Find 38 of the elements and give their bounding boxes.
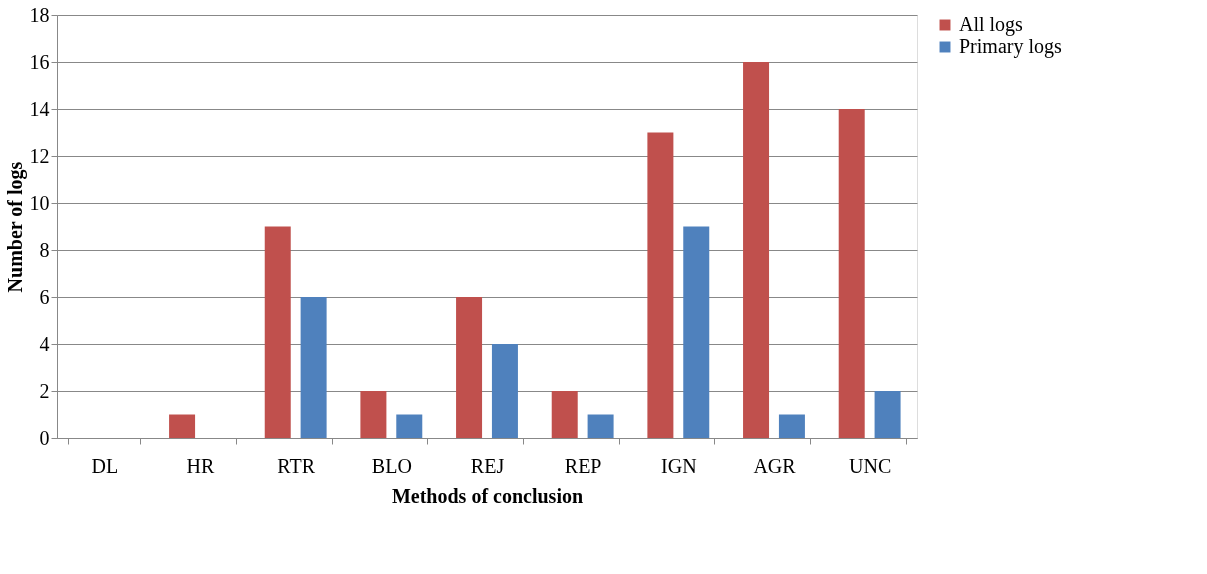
bar (491, 344, 518, 438)
y-tick-label: 18 (29, 3, 50, 26)
bar (551, 391, 578, 438)
bar (300, 297, 327, 438)
y-tick-label: 10 (29, 191, 50, 214)
bar (647, 132, 674, 438)
bar (743, 62, 770, 438)
y-tick-label: 4 (39, 332, 50, 355)
x-tick-label: REP (564, 454, 602, 477)
y-tick-label: 16 (29, 50, 50, 73)
bar (874, 391, 901, 438)
x-tick-label: UNC (849, 454, 892, 477)
bar (360, 391, 387, 438)
x-axis-title: Methods of conclusion (391, 484, 584, 507)
bar (396, 414, 423, 438)
bar (264, 226, 291, 438)
legend-label: Primary logs (959, 35, 1062, 58)
x-tick-label: BLO (371, 454, 412, 477)
legend-label: All logs (959, 13, 1024, 36)
y-tick-label: 0 (39, 426, 50, 449)
x-tick-label: DL (91, 454, 119, 477)
y-tick-label: 2 (39, 379, 50, 402)
x-tick-label: HR (186, 454, 216, 477)
bar (169, 414, 196, 438)
x-tick-label: REJ (470, 454, 505, 477)
bar (683, 226, 710, 438)
x-tick-label: RTR (277, 454, 316, 477)
x-tick-label: IGN (661, 454, 697, 477)
y-tick-label: 12 (29, 144, 50, 167)
bar (838, 109, 865, 438)
bar (587, 414, 614, 438)
bar (778, 414, 805, 438)
y-axis-title: Number of logs (3, 161, 27, 293)
y-tick-label: 6 (39, 285, 50, 308)
y-tick-label: 8 (39, 238, 50, 261)
bar (456, 297, 483, 438)
x-tick-label: AGR (753, 454, 797, 477)
y-tick-label: 14 (29, 97, 50, 120)
